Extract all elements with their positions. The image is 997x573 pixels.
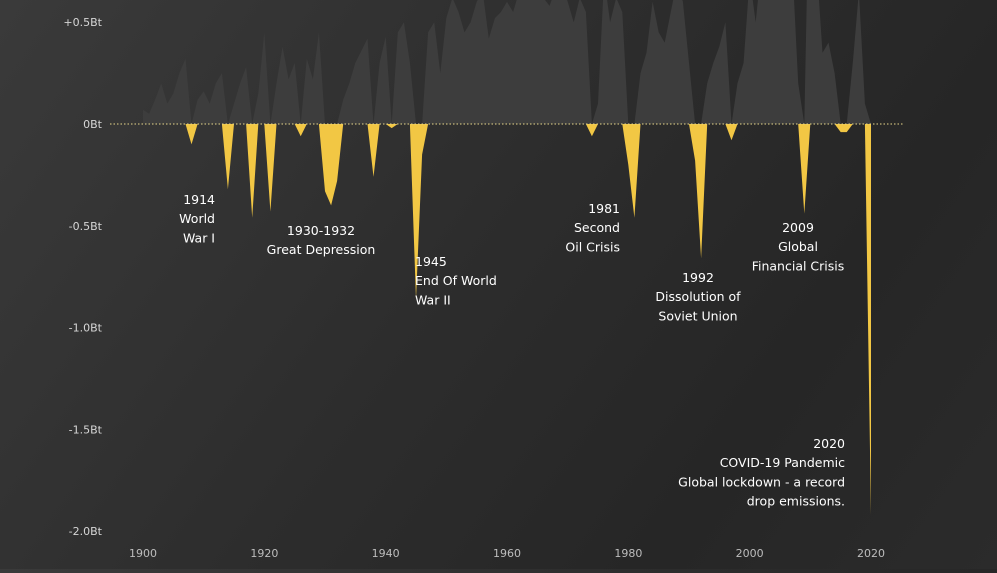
annotation-label: 2020 COVID-19 Pandemic Global lockdown - a…: [678, 436, 845, 509]
annotation-line: 1930-1932: [287, 223, 355, 238]
annotation-line: drop emissions.: [747, 494, 845, 509]
x-tick-label: 1900: [129, 547, 157, 560]
annotation-line: 1981: [588, 201, 620, 216]
x-tick-label: 2000: [736, 547, 764, 560]
annotation-label: 1992 Dissolution of Soviet Union: [655, 270, 741, 323]
annotation-line: Financial Crisis: [752, 258, 845, 273]
annotation-line: Global: [778, 239, 818, 254]
annotation-line: Soviet Union: [658, 308, 737, 323]
annotation-line: 2020: [813, 436, 845, 451]
annotation-line: Global lockdown - a record: [678, 474, 845, 489]
annotation-line: 1992: [682, 270, 714, 285]
annotation-line: End Of World: [415, 273, 497, 288]
x-tick-label: 1940: [372, 547, 400, 560]
annotation-line: Dissolution of: [655, 289, 741, 304]
annotation-line: 2009: [782, 220, 814, 235]
annotation-line: 1914: [183, 192, 215, 207]
annotation-line: COVID-19 Pandemic: [720, 455, 845, 470]
annotation-label: 1914 World War I: [179, 192, 215, 245]
annotation-line: War I: [183, 230, 215, 245]
annotation-label: 1930-1932 Great Depression: [267, 223, 376, 257]
annotation-line: World: [179, 211, 215, 226]
annotation-label: 1945 End Of World War II: [415, 254, 497, 307]
y-tick-label: -1.0Bt: [69, 322, 103, 335]
x-tick-label: 1920: [250, 547, 278, 560]
y-tick-label: 0Bt: [83, 118, 103, 131]
annotation-label: 1981 Second Oil Crisis: [565, 201, 620, 254]
y-tick-label: +0.5Bt: [63, 16, 102, 29]
area-series: [143, 0, 871, 515]
y-tick-label: -1.5Bt: [69, 423, 103, 436]
annotation-line: 1945: [415, 254, 447, 269]
annotation-label: 2009 Global Financial Crisis: [752, 220, 845, 273]
y-tick-label: -2.0Bt: [69, 525, 103, 538]
y-tick-label: -0.5Bt: [69, 220, 103, 233]
increase-area: [143, 0, 871, 124]
x-tick-label: 1980: [614, 547, 642, 560]
annotation-line: Oil Crisis: [565, 239, 620, 254]
annotation-line: Second: [574, 220, 620, 235]
x-tick-label: 1960: [493, 547, 521, 560]
annotation-line: War II: [415, 292, 451, 307]
annotation-line: Great Depression: [267, 242, 376, 257]
x-tick-label: 2020: [857, 547, 885, 560]
